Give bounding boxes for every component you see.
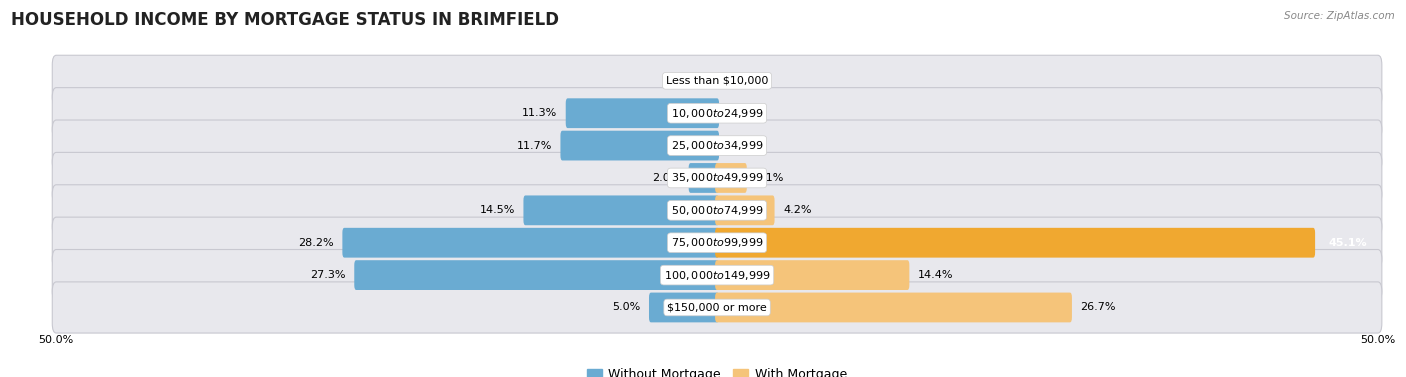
- FancyBboxPatch shape: [52, 55, 1382, 106]
- Text: 11.7%: 11.7%: [516, 141, 551, 150]
- Text: 2.0%: 2.0%: [651, 173, 681, 183]
- FancyBboxPatch shape: [52, 282, 1382, 333]
- Text: Source: ZipAtlas.com: Source: ZipAtlas.com: [1284, 11, 1395, 21]
- Text: 5.0%: 5.0%: [612, 302, 640, 313]
- FancyBboxPatch shape: [689, 163, 718, 193]
- Legend: Without Mortgage, With Mortgage: Without Mortgage, With Mortgage: [582, 363, 852, 377]
- Text: 28.2%: 28.2%: [298, 238, 333, 248]
- Text: $25,000 to $34,999: $25,000 to $34,999: [671, 139, 763, 152]
- Text: $100,000 to $149,999: $100,000 to $149,999: [664, 268, 770, 282]
- Text: 0.0%: 0.0%: [678, 76, 706, 86]
- FancyBboxPatch shape: [716, 293, 1071, 322]
- FancyBboxPatch shape: [52, 152, 1382, 204]
- FancyBboxPatch shape: [716, 195, 775, 225]
- FancyBboxPatch shape: [650, 293, 718, 322]
- FancyBboxPatch shape: [52, 87, 1382, 139]
- FancyBboxPatch shape: [716, 163, 747, 193]
- FancyBboxPatch shape: [561, 131, 718, 161]
- Text: 26.7%: 26.7%: [1080, 302, 1116, 313]
- Text: 27.3%: 27.3%: [311, 270, 346, 280]
- FancyBboxPatch shape: [565, 98, 718, 128]
- Text: Less than $10,000: Less than $10,000: [666, 76, 768, 86]
- Text: 14.4%: 14.4%: [918, 270, 953, 280]
- FancyBboxPatch shape: [52, 217, 1382, 268]
- Text: 2.1%: 2.1%: [755, 173, 783, 183]
- Text: $75,000 to $99,999: $75,000 to $99,999: [671, 236, 763, 249]
- FancyBboxPatch shape: [716, 228, 1315, 257]
- Text: 0.0%: 0.0%: [728, 108, 756, 118]
- Text: HOUSEHOLD INCOME BY MORTGAGE STATUS IN BRIMFIELD: HOUSEHOLD INCOME BY MORTGAGE STATUS IN B…: [11, 11, 560, 29]
- Text: 0.0%: 0.0%: [728, 76, 756, 86]
- FancyBboxPatch shape: [343, 228, 718, 257]
- Text: $35,000 to $49,999: $35,000 to $49,999: [671, 172, 763, 184]
- Text: $10,000 to $24,999: $10,000 to $24,999: [671, 107, 763, 120]
- FancyBboxPatch shape: [52, 185, 1382, 236]
- FancyBboxPatch shape: [52, 120, 1382, 171]
- Text: 0.0%: 0.0%: [728, 141, 756, 150]
- FancyBboxPatch shape: [52, 250, 1382, 301]
- FancyBboxPatch shape: [354, 260, 718, 290]
- Text: 14.5%: 14.5%: [479, 205, 515, 215]
- Text: $50,000 to $74,999: $50,000 to $74,999: [671, 204, 763, 217]
- Text: 4.2%: 4.2%: [783, 205, 811, 215]
- FancyBboxPatch shape: [523, 195, 718, 225]
- FancyBboxPatch shape: [716, 260, 910, 290]
- Text: 11.3%: 11.3%: [522, 108, 557, 118]
- Text: 45.1%: 45.1%: [1329, 238, 1367, 248]
- Text: $150,000 or more: $150,000 or more: [668, 302, 766, 313]
